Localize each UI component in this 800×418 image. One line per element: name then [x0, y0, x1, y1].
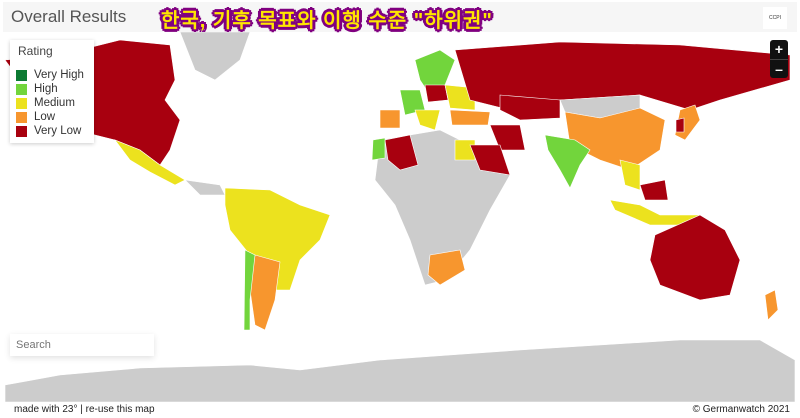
country-region[interactable] — [379, 109, 401, 129]
page-title: Overall Results — [11, 7, 127, 26]
legend-item[interactable]: Very Low — [16, 124, 88, 138]
legend-label: High — [34, 83, 58, 95]
legend-label: Very High — [34, 69, 84, 81]
country-region[interactable] — [243, 249, 256, 331]
country-region[interactable] — [649, 214, 741, 301]
country-region[interactable] — [544, 134, 591, 189]
zoom-controls: + – — [770, 40, 788, 78]
made-with-link[interactable]: made with 23° | re-use this map — [14, 404, 155, 415]
world-map[interactable] — [0, 32, 800, 404]
country-region[interactable] — [424, 84, 449, 103]
legend-label: Low — [34, 111, 56, 123]
country-region[interactable] — [371, 137, 386, 161]
country-region[interactable] — [414, 109, 441, 131]
zoom-in-button[interactable]: + — [774, 41, 784, 57]
search-input[interactable] — [10, 334, 154, 356]
country-region[interactable] — [675, 117, 685, 133]
country-region[interactable] — [619, 159, 641, 191]
country-region[interactable] — [249, 254, 281, 331]
country-region[interactable] — [427, 249, 466, 286]
legend: Rating Very High High Medium Low Very Low — [10, 40, 94, 143]
legend-swatch — [16, 125, 27, 137]
country-region[interactable] — [179, 32, 251, 81]
zoom-out-button[interactable]: – — [770, 59, 788, 78]
legend-swatch — [16, 69, 27, 81]
legend-item[interactable]: Low — [16, 110, 88, 124]
legend-label: Medium — [34, 97, 75, 109]
legend-item[interactable]: Medium — [16, 96, 88, 110]
country-region[interactable] — [469, 144, 511, 176]
country-region[interactable] — [639, 179, 669, 201]
country-region[interactable] — [224, 187, 331, 291]
country-region[interactable] — [449, 109, 491, 126]
legend-swatch — [16, 97, 27, 109]
legend-item[interactable]: High — [16, 82, 88, 96]
country-region[interactable] — [764, 289, 779, 321]
ccpi-logo: CCPI — [763, 7, 787, 29]
legend-swatch — [16, 83, 27, 95]
copyright: © Germanwatch 2021 — [692, 404, 790, 415]
legend-swatch — [16, 111, 27, 123]
overlay-headline: 한국, 기후 목표와 이행 수준 "하위권" — [161, 10, 493, 32]
country-region[interactable] — [489, 124, 526, 151]
legend-label: Very Low — [34, 125, 82, 137]
country-region[interactable] — [499, 94, 561, 121]
country-region[interactable] — [114, 139, 186, 186]
legend-title: Rating — [18, 44, 53, 58]
legend-item[interactable]: Very High — [16, 68, 88, 82]
header: Overall Results 한국, 기후 목표와 이행 수준 "하위권" C… — [3, 2, 797, 32]
country-region[interactable] — [184, 179, 226, 196]
country-region[interactable] — [384, 134, 419, 171]
country-region[interactable] — [4, 339, 796, 403]
